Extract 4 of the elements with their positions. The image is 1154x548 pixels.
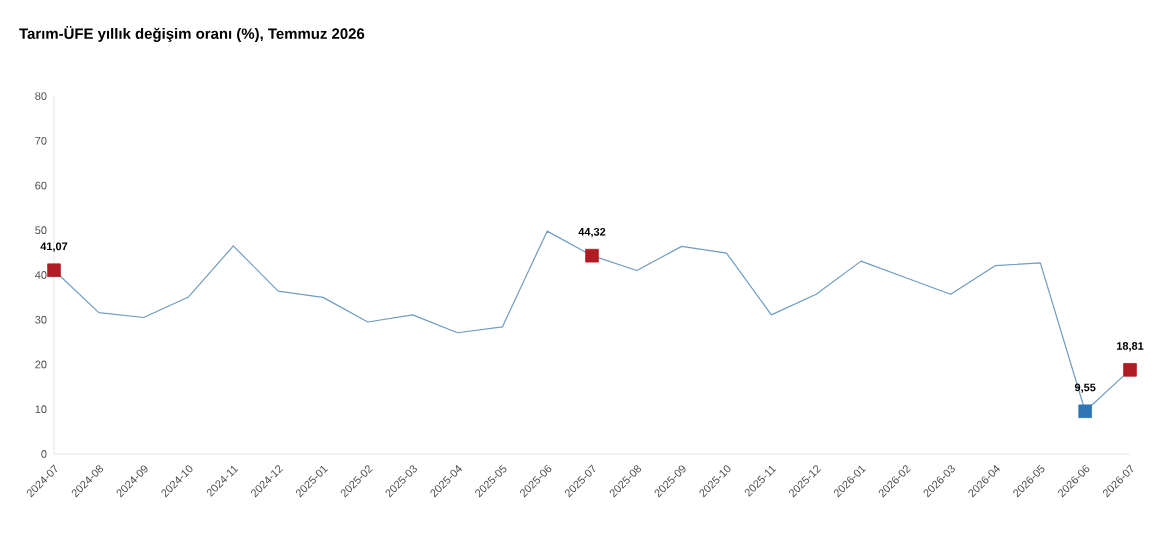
point <box>1078 404 1092 419</box>
point <box>585 248 599 263</box>
point <box>47 263 61 277</box>
point <box>1123 363 1137 377</box>
